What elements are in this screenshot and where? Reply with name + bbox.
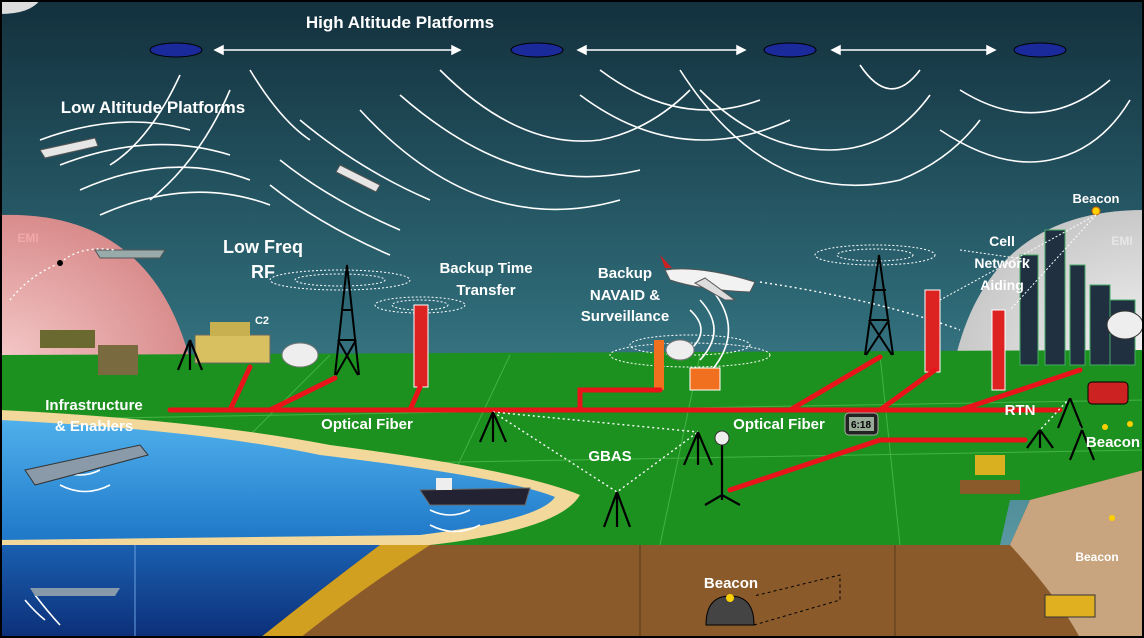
- label-line: Beacon: [704, 575, 758, 592]
- label-line: Backup: [598, 265, 652, 282]
- label-line: Beacon: [1086, 434, 1140, 451]
- label-line: GBAS: [588, 448, 631, 465]
- label-line: RF: [251, 262, 275, 282]
- label: Beacon: [1073, 191, 1120, 206]
- label: Optical Fiber: [733, 416, 825, 433]
- background: [0, 0, 1144, 638]
- label-line: & Enablers: [55, 418, 133, 435]
- label-line: C2: [255, 315, 269, 327]
- label-line: Transfer: [456, 282, 515, 299]
- label-line: Infrastructure: [45, 397, 143, 414]
- label-line: RTN: [1005, 402, 1036, 419]
- label-line: Network: [974, 255, 1029, 271]
- label: Beacon: [704, 575, 758, 592]
- label: EMI: [17, 231, 38, 245]
- label-line: NAVAID &: [590, 287, 660, 304]
- label-line: Low Freq: [223, 237, 303, 257]
- label-line: Cell: [989, 233, 1015, 249]
- diagram: High Altitude Platforms Low Altitude Pla…: [0, 0, 1144, 638]
- label-line: High Altitude Platforms: [306, 13, 494, 32]
- label: RTN: [1005, 402, 1036, 419]
- label: Beacon: [1086, 434, 1140, 451]
- label: EMI: [1111, 234, 1132, 248]
- label: C2: [255, 315, 269, 327]
- label: GBAS: [588, 448, 631, 465]
- clock-label: 6:18: [851, 420, 871, 431]
- label-line: Aiding: [980, 277, 1024, 293]
- label-line: 6:18: [851, 420, 871, 431]
- label: High Altitude Platforms: [306, 13, 494, 32]
- label-line: Beacon: [1075, 550, 1118, 564]
- label-line: EMI: [17, 231, 38, 245]
- label-line: Optical Fiber: [321, 416, 413, 433]
- label: Low Altitude Platforms: [61, 98, 246, 117]
- label-line: Surveillance: [581, 308, 669, 325]
- label: Optical Fiber: [321, 416, 413, 433]
- label-line: Backup Time: [439, 260, 532, 277]
- label-line: Beacon: [1073, 191, 1120, 206]
- label-line: EMI: [1111, 234, 1132, 248]
- label: Beacon: [1075, 550, 1118, 564]
- label-line: Low Altitude Platforms: [61, 98, 246, 117]
- label-line: Optical Fiber: [733, 416, 825, 433]
